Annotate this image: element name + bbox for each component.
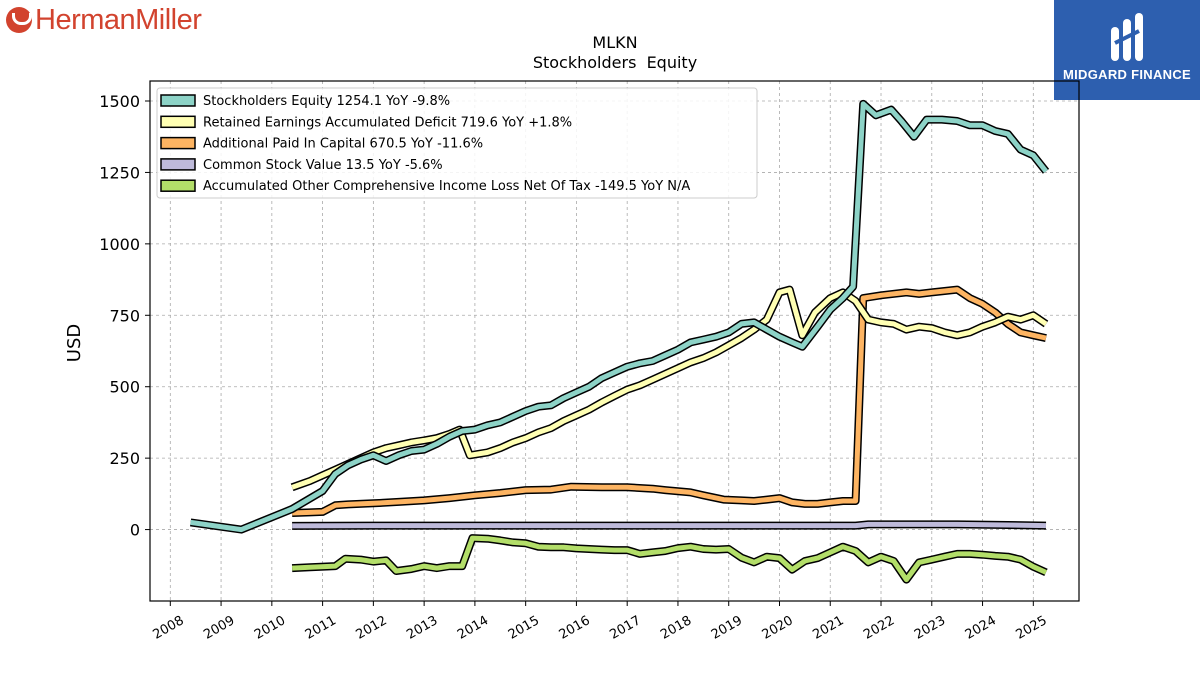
y-tick-label: 0 — [130, 521, 140, 540]
legend-swatch — [160, 115, 196, 129]
series-line-4 — [291, 534, 1048, 584]
y-tick-label: 250 — [109, 449, 140, 468]
x-tick-label: 2017 — [607, 613, 643, 643]
x-tick-label: 2008 — [150, 613, 186, 643]
y-tick-label: 1000 — [99, 235, 140, 254]
series-line-2 — [291, 285, 1047, 517]
chart-subtitle: Stockholders Equity — [533, 53, 697, 72]
x-tick-label: 2010 — [252, 613, 288, 643]
series-stroke — [291, 535, 1048, 583]
chart-title: MLKN — [592, 33, 637, 52]
legend-swatch — [160, 179, 196, 192]
legend-swatch — [160, 136, 196, 150]
y-axis-label: USD — [64, 324, 85, 362]
x-tick-label: 2016 — [557, 613, 593, 643]
midgard-finance-mark-icon — [1111, 13, 1143, 61]
x-tick-label: 2021 — [810, 613, 846, 643]
x-tick-label: 2013 — [404, 613, 440, 643]
series-line-0 — [190, 99, 1050, 534]
series-stroke — [292, 521, 1047, 529]
series-outline — [291, 285, 1047, 517]
y-tick-label: 750 — [109, 306, 140, 325]
y-tick-label: 1250 — [99, 163, 140, 182]
hermanmiller-logo: HermanMiller — [6, 3, 202, 36]
x-tick-label: 2025 — [1013, 613, 1049, 643]
x-tick-label: 2020 — [760, 613, 796, 643]
series-lines — [190, 99, 1050, 584]
legend-label: Stockholders Equity 1254.1 YoY -9.8% — [203, 94, 450, 109]
x-tick-label: 2022 — [861, 613, 897, 643]
y-tick-label: 500 — [109, 378, 140, 397]
series-line-1 — [290, 285, 1049, 492]
legend-label: Retained Earnings Accumulated Deficit 71… — [203, 115, 572, 130]
legend-swatch — [160, 94, 196, 107]
legend: Stockholders Equity 1254.1 YoY -9.8% Reta… — [156, 87, 758, 199]
legend-label: Common Stock Value 13.5 YoY -5.6% — [203, 158, 443, 173]
midgard-finance-logo: MIDGARD FINANCE — [1054, 0, 1200, 100]
legend-box — [156, 87, 758, 199]
x-tick-label: 2014 — [455, 613, 491, 643]
series-outline — [290, 285, 1049, 492]
x-tick-label: 2024 — [963, 613, 999, 643]
x-tick-label: 2018 — [658, 613, 694, 643]
x-tick-label: 2011 — [303, 613, 339, 643]
series-stroke — [190, 101, 1048, 533]
plot-frame — [149, 80, 1080, 602]
y-tick-label: 1500 — [99, 92, 140, 111]
midgard-finance-text: MIDGARD FINANCE — [1063, 67, 1191, 82]
x-tick-label: 2009 — [201, 613, 237, 643]
hermanmiller-logo-text: HermanMiller — [35, 3, 202, 36]
x-tick-label: 2019 — [709, 613, 745, 643]
legend-label: Additional Paid In Capital 670.5 YoY -11… — [203, 137, 483, 152]
x-tick-label: 2023 — [912, 613, 948, 643]
legend-swatch — [160, 158, 196, 171]
series-stroke — [292, 287, 1047, 516]
hermanmiller-logo-mark-icon — [6, 7, 32, 33]
series-stroke — [291, 287, 1048, 490]
x-tick-label: 2015 — [506, 613, 542, 643]
legend-label: Accumulated Other Comprehensive Income L… — [203, 179, 690, 194]
x-tick-label: 2012 — [354, 613, 390, 643]
series-line-3 — [292, 520, 1047, 530]
